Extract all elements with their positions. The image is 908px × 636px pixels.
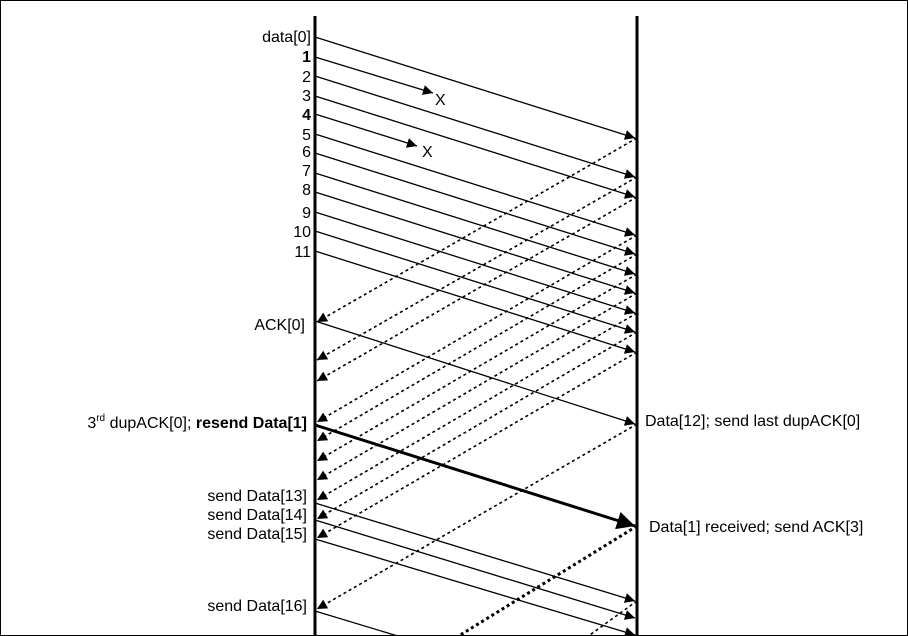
- ack-arrow-partial: [588, 600, 638, 635]
- data-arrow-7: [314, 172, 636, 276]
- data-arrows: [314, 36, 636, 635]
- dup-prefix: 3: [87, 415, 96, 432]
- dup-text: dupACK[0];: [105, 415, 196, 432]
- ack-arrow-6: [316, 273, 638, 462]
- label-send-data-13: send Data[13]: [207, 488, 307, 505]
- ack-arrow-7: [316, 292, 638, 481]
- label-data-1: 1: [302, 49, 311, 66]
- data-arrow-15: [314, 538, 636, 635]
- data-arrow-13: [314, 502, 636, 603]
- ack-arrow-2: [316, 176, 638, 361]
- label-data-6: 6: [302, 144, 311, 161]
- label-send-data-14: send Data[14]: [207, 507, 307, 524]
- data-arrow-2: [314, 75, 636, 179]
- sender-labels: data[0] 1 2 3 4 5 6 7 8 9 10 11 ACK[0] 3…: [87, 29, 311, 615]
- label-data-11: 11: [294, 244, 311, 261]
- dup-resend: resend Data[1]: [196, 415, 307, 432]
- label-data-2: 2: [302, 69, 311, 86]
- data-arrow-8: [314, 191, 636, 295]
- receiver-labels: Data[12]; send last dupACK[0] Data[1] re…: [645, 413, 863, 536]
- data-arrow-5: [314, 133, 636, 237]
- data-arrow-1-lost: [314, 56, 434, 95]
- label-data-0: data[0]: [262, 29, 311, 46]
- label-data-8: 8: [302, 182, 311, 199]
- dup-superscript: rd: [96, 413, 105, 424]
- data-arrow-14: [314, 519, 636, 620]
- label-send-data-16: send Data[16]: [207, 598, 307, 615]
- ack-arrow-5: [316, 253, 638, 442]
- data-arrow-9: [314, 211, 636, 315]
- ack-arrow-3: [316, 196, 638, 382]
- data-arrow-16: [314, 610, 397, 635]
- label-data-5: 5: [302, 127, 311, 144]
- ack-3-arrow: [457, 524, 638, 635]
- data-arrow-4-lost: [314, 113, 418, 148]
- label-data-9: 9: [302, 205, 311, 222]
- label-data-1-received: Data[1] received; send ACK[3]: [649, 519, 863, 536]
- loss-mark-1: X: [435, 92, 446, 109]
- label-data-3: 3: [302, 88, 311, 105]
- data-arrow-10: [314, 230, 636, 334]
- label-data-12-dupack: Data[12]; send last dupACK[0]: [645, 413, 860, 430]
- data-arrow-11: [314, 250, 636, 354]
- label-data-7: 7: [302, 163, 311, 180]
- label-data-4: 4: [302, 107, 311, 124]
- loss-mark-2: X: [422, 144, 433, 161]
- ack-arrow-4: [316, 234, 638, 423]
- resend-data-1-arrow: [314, 423, 636, 530]
- ack-arrow-10: [316, 351, 638, 539]
- data-arrow-3: [314, 95, 636, 199]
- data-arrow-6: [314, 152, 636, 256]
- data-arrow-12: [314, 320, 636, 426]
- ack-arrow-9: [316, 331, 638, 520]
- data-arrow-0: [314, 36, 636, 140]
- label-third-dup-ack: 3rd dupACK[0]; resend Data[1]: [87, 413, 307, 432]
- ack-arrow-last-dup: [316, 423, 638, 610]
- label-data-10: 10: [293, 224, 311, 241]
- label-send-data-15: send Data[15]: [207, 526, 307, 543]
- ack-arrow-1: [316, 137, 638, 323]
- ack-arrow-8: [316, 312, 638, 501]
- label-ack-0: ACK[0]: [254, 317, 305, 334]
- ack-arrows: [316, 137, 638, 610]
